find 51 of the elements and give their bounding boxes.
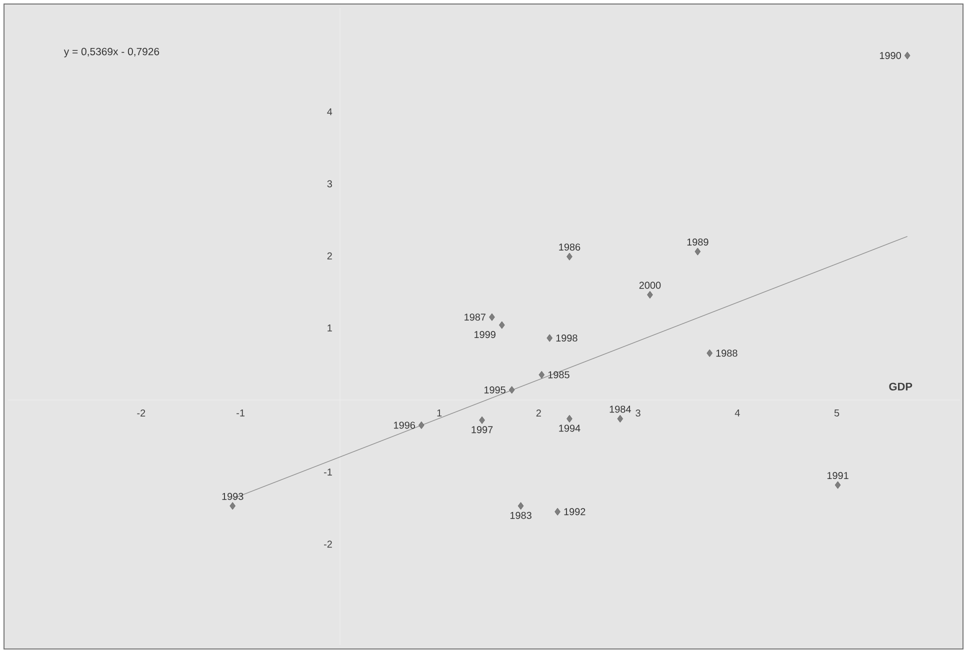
- point: [479, 416, 485, 424]
- y-tick-label: 4: [327, 108, 332, 116]
- annotation: 1988: [716, 350, 738, 357]
- y-tick-label: -1: [324, 468, 332, 476]
- x-tick-label: 5: [834, 409, 840, 416]
- point: [694, 248, 701, 256]
- y-tick-label: 3: [327, 180, 332, 188]
- point: [617, 414, 624, 423]
- x-tick-label: 2: [536, 409, 541, 416]
- x-tick-label: -2: [137, 409, 146, 416]
- annotation: 1990: [880, 52, 901, 60]
- x-tick-label: -1: [236, 409, 244, 416]
- x-axis-title: GDP: [889, 382, 912, 390]
- y-tick-label: -2: [324, 540, 332, 548]
- annotation: 1984: [610, 406, 631, 413]
- annotation: 1993: [222, 492, 244, 500]
- point: [834, 481, 841, 489]
- point: [499, 321, 505, 329]
- point: [508, 386, 515, 394]
- x-tick-label: 3: [636, 409, 640, 417]
- annotation: 1996: [394, 422, 415, 429]
- annotation: 1998: [556, 334, 578, 342]
- annotation: 1989: [687, 238, 708, 246]
- point: [904, 52, 910, 60]
- point: [566, 252, 572, 260]
- point: [706, 349, 712, 357]
- x-tick-label: 1: [437, 409, 442, 416]
- point: [418, 421, 424, 429]
- y-tick-label: 1: [328, 324, 332, 332]
- annotation: y = 0,5369x - 0,7926: [64, 48, 160, 58]
- annotation: 1999: [474, 331, 496, 338]
- annotation: 1987: [464, 314, 486, 321]
- annotation: 1991: [827, 472, 848, 480]
- annotation: 1997: [472, 426, 493, 434]
- annotation: 2000: [639, 282, 661, 289]
- point: [554, 508, 560, 516]
- y-tick-label: 2: [327, 252, 332, 260]
- annotation: 1995: [484, 386, 506, 394]
- point: [518, 502, 524, 510]
- point: [538, 370, 545, 379]
- annotation: 1983: [510, 512, 532, 519]
- point: [489, 313, 495, 321]
- x-tick-label: 4: [734, 409, 740, 416]
- point: [566, 414, 572, 423]
- point: [647, 291, 653, 299]
- annotation: 1986: [559, 244, 580, 251]
- annotation: 1992: [564, 508, 586, 516]
- point: [546, 334, 552, 342]
- annotation: 1994: [559, 424, 580, 432]
- point: [230, 502, 236, 510]
- annotation: 1985: [548, 371, 570, 378]
